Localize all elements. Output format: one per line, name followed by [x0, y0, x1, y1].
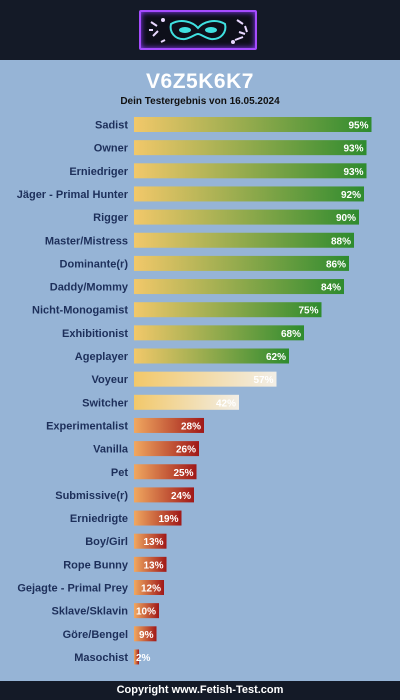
value-label: 19% — [158, 514, 178, 525]
bar — [134, 603, 159, 619]
category-label: Gejagte - Primal Prey — [17, 583, 129, 595]
category-label: Erniedrigte — [70, 513, 128, 525]
masquerade-mask-logo-icon — [149, 18, 248, 44]
category-label: Sadist — [95, 120, 128, 132]
bar — [134, 348, 289, 364]
value-label: 90% — [336, 213, 356, 224]
bar — [134, 371, 277, 387]
header-bar — [0, 0, 400, 60]
value-label: 57% — [253, 375, 273, 386]
bar — [134, 533, 167, 549]
bar — [134, 186, 364, 202]
bar — [134, 417, 204, 433]
category-label: Göre/Bengel — [63, 629, 128, 641]
bar — [134, 325, 304, 341]
category-label: Vanilla — [93, 444, 129, 456]
category-label: Nicht-Monogamist — [32, 305, 128, 317]
value-label: 92% — [341, 190, 361, 201]
category-label: Erniedriger — [69, 166, 128, 178]
bar — [134, 394, 239, 410]
bar — [134, 255, 349, 271]
value-label: 24% — [171, 491, 191, 502]
logo[interactable] — [139, 10, 257, 50]
value-label: 88% — [331, 236, 351, 247]
category-label: Master/Mistress — [45, 235, 128, 247]
category-label: Voyeur — [92, 374, 129, 386]
value-label: 95% — [348, 121, 368, 132]
value-label: 13% — [143, 537, 163, 548]
value-label: 10% — [136, 607, 156, 618]
bar — [134, 649, 139, 665]
value-label: 12% — [141, 584, 161, 595]
bar — [134, 232, 354, 248]
chart-title: V6Z5K6K7 — [146, 70, 254, 93]
value-label: 62% — [266, 352, 286, 363]
category-label: Boy/Girl — [85, 536, 128, 548]
bar — [134, 163, 367, 179]
value-label: 9% — [139, 630, 154, 641]
category-label: Exhibitionist — [62, 328, 128, 340]
value-label: 25% — [173, 468, 193, 479]
value-label: 42% — [216, 398, 236, 409]
bar — [134, 302, 322, 318]
category-label: Owner — [94, 143, 129, 155]
bar — [134, 117, 372, 132]
category-label: Masochist — [74, 652, 128, 664]
category-label: Rope Bunny — [63, 559, 129, 571]
value-label: 68% — [281, 329, 301, 340]
category-label: Rigger — [93, 212, 129, 224]
value-label: 26% — [176, 445, 196, 456]
category-label: Daddy/Mommy — [50, 282, 129, 294]
category-label: Dominante(r) — [60, 258, 129, 270]
category-label: Switcher — [82, 397, 129, 409]
bar — [134, 441, 199, 457]
bar — [134, 510, 182, 526]
chart-subtitle: Dein Testergebnis von 16.05.2024 — [120, 96, 280, 107]
value-label: 13% — [143, 560, 163, 571]
bar — [134, 140, 367, 156]
value-label: 2% — [136, 653, 151, 664]
value-label: 93% — [343, 144, 363, 155]
category-label: Pet — [111, 467, 128, 479]
value-label: 93% — [343, 167, 363, 178]
category-label: Jäger - Primal Hunter — [17, 189, 129, 201]
bar — [134, 279, 344, 295]
bar — [134, 556, 167, 572]
category-label: Submissive(r) — [55, 490, 128, 502]
value-label: 75% — [298, 306, 318, 317]
bar — [134, 209, 359, 225]
footer-copyright: Copyright www.Fetish-Test.com — [0, 681, 400, 700]
bar — [134, 487, 194, 503]
category-label: Ageplayer — [75, 351, 129, 363]
bar — [134, 626, 157, 642]
category-label: Experimentalist — [46, 420, 128, 432]
value-label: 84% — [321, 283, 341, 294]
category-label: Sklave/Sklavin — [52, 606, 129, 618]
value-label: 86% — [326, 259, 346, 270]
bar — [134, 580, 164, 595]
bar — [134, 464, 197, 480]
value-label: 28% — [181, 421, 201, 432]
